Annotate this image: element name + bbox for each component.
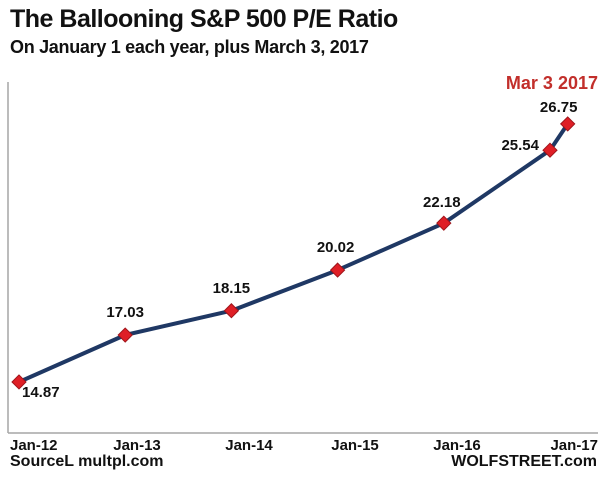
x-axis-tick-label: Jan-17: [550, 437, 598, 454]
mar-3-2017-annotation: Mar 3 2017: [505, 73, 598, 93]
value-label: 25.54: [501, 137, 539, 155]
value-label: 20.02: [316, 239, 355, 257]
data-point-marker: [329, 262, 346, 278]
chart-title: The Ballooning S&P 500 P/E Ratio: [10, 5, 398, 33]
data-point-marker: [223, 303, 240, 319]
value-label: 18.15: [212, 279, 251, 297]
value-label: 14.87: [22, 383, 60, 401]
value-label: 22.18: [423, 194, 461, 212]
wolfstreet-credit: WOLFSTREET.com: [451, 453, 597, 470]
data-point-marker: [559, 116, 576, 132]
x-axis-tick-label: Jan-13: [113, 437, 161, 454]
chart-subtitle: On January 1 each year, plus March 3, 20…: [10, 37, 369, 57]
x-axis-tick-label: Jan-16: [433, 437, 481, 454]
data-point-marker: [11, 374, 27, 390]
data-point-marker: [542, 142, 558, 158]
x-axis-tick-label: Jan-12: [10, 437, 58, 454]
x-axis-tick-label: Jan-14: [225, 437, 273, 454]
data-point-marker: [117, 327, 133, 343]
pe-ratio-line: [17, 121, 570, 384]
source-note: SourceL multpl.com: [10, 453, 164, 470]
x-axis-tick-label: Jan-15: [331, 437, 379, 454]
value-label: 17.03: [106, 304, 144, 322]
data-point-marker: [436, 215, 452, 231]
value-label: 26.75: [539, 98, 578, 116]
